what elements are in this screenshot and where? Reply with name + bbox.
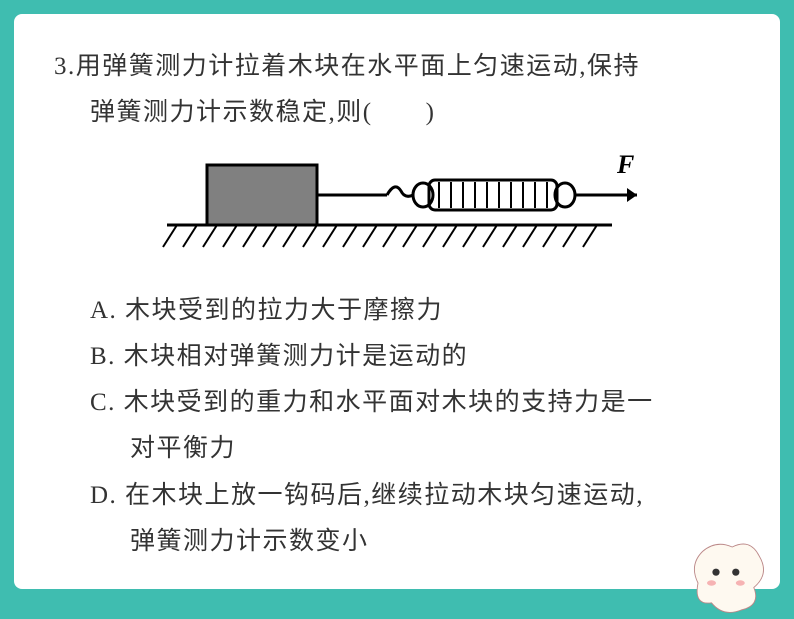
content-page: 3.用弹簧测力计拉着木块在水平面上匀速运动,保持 弹簧测力计示数稳定,则( ) … bbox=[14, 14, 780, 589]
physics-diagram: F bbox=[147, 155, 647, 265]
option-c-line1: C. 木块受到的重力和水平面对木块的支持力是一 bbox=[90, 380, 740, 426]
stem-line-1: 用弹簧测力计拉着木块在水平面上匀速运动,保持 bbox=[76, 53, 640, 80]
diagram-container: F bbox=[54, 155, 740, 270]
stem-line-2: 弹簧测力计示数稳定,则( ) bbox=[54, 90, 740, 136]
option-a: A. 木块受到的拉力大于摩擦力 bbox=[90, 288, 740, 334]
option-d-line1: D. 在木块上放一钩码后,继续拉动木块匀速运动, bbox=[90, 473, 740, 519]
option-c-line2: 对平衡力 bbox=[90, 426, 740, 472]
options-block: A. 木块受到的拉力大于摩擦力 B. 木块相对弹簧测力计是运动的 C. 木块受到… bbox=[54, 288, 740, 566]
question-stem: 3.用弹簧测力计拉着木块在水平面上匀速运动,保持 弹簧测力计示数稳定,则( ) bbox=[54, 44, 740, 137]
corner-decoration-icon bbox=[680, 529, 770, 619]
question-number: 3. bbox=[54, 53, 76, 80]
svg-text:F: F bbox=[616, 155, 634, 179]
option-d-line2: 弹簧测力计示数变小 bbox=[90, 519, 740, 565]
option-b: B. 木块相对弹簧测力计是运动的 bbox=[90, 334, 740, 380]
